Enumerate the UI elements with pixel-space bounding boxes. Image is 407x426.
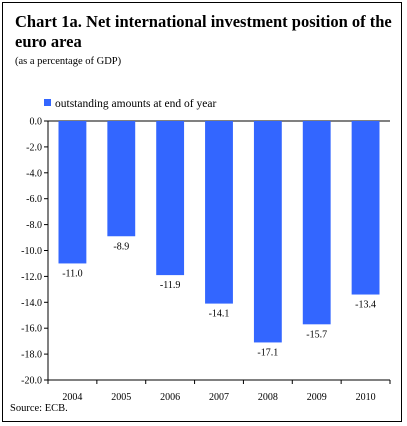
data-label: -11.9 [160, 280, 180, 291]
y-tick-label: -6.0 [26, 194, 42, 205]
x-tick-label: 2004 [62, 392, 82, 403]
data-label: -17.1 [257, 347, 278, 358]
y-tick-label: -4.0 [26, 168, 42, 179]
chart-title: Chart 1a. Net international investment p… [15, 12, 392, 51]
legend-label: outstanding amounts at end of year [55, 98, 216, 110]
y-tick-label: -8.0 [26, 220, 42, 231]
bar [58, 121, 87, 264]
x-tick-label: 2010 [356, 392, 376, 403]
bar [351, 121, 380, 295]
data-label: -8.9 [113, 241, 129, 252]
bar [107, 121, 136, 237]
x-tick-label: 2007 [209, 392, 229, 403]
y-tick-label: -20.0 [21, 376, 42, 387]
bar [253, 121, 282, 343]
data-label: -15.7 [306, 329, 327, 340]
y-tick-label: -14.0 [21, 298, 42, 309]
data-label: -13.4 [355, 300, 376, 311]
data-label: -11.0 [62, 268, 82, 279]
x-tick-label: 2005 [111, 392, 131, 403]
x-tick-label: 2009 [307, 392, 327, 403]
bar [302, 121, 331, 325]
y-tick-label: -12.0 [21, 272, 42, 283]
x-tick-label: 2006 [160, 392, 180, 403]
y-tick-label: -18.0 [21, 350, 42, 361]
y-tick-label: -10.0 [21, 246, 42, 257]
chart-frame [2, 2, 402, 422]
chart-source: Source: ECB. [10, 403, 68, 414]
bar [205, 121, 233, 304]
y-tick-label: 0.0 [30, 117, 43, 128]
data-label: -14.1 [209, 309, 230, 320]
y-tick-label: -2.0 [26, 142, 42, 153]
y-tick-label: -16.0 [21, 324, 42, 335]
chart-subtitle: (as a percentage of GDP) [15, 56, 122, 67]
bar [156, 121, 185, 276]
x-tick-label: 2008 [258, 392, 278, 403]
legend-swatch [44, 99, 51, 106]
